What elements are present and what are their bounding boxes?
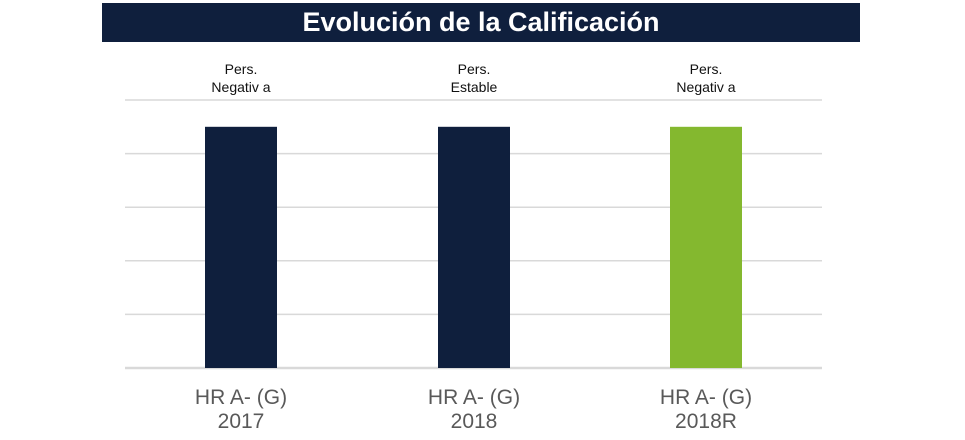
outlook-line2: Negativ a (211, 79, 271, 95)
rating-label: HR A- (G) (427, 386, 521, 409)
category-label: HR A- (G) 2018R (626, 386, 786, 434)
chart-title: Evolución de la Calificación (102, 3, 860, 42)
outlook-line2: Estable (450, 79, 498, 95)
year-label: 2018 (450, 410, 498, 433)
category-label: HR A- (G) 2018 (394, 386, 554, 434)
year-label: 2017 (217, 410, 265, 433)
outlook-line1: Pers. (689, 61, 723, 77)
outlook-label: Pers. Negativ a (171, 60, 311, 96)
year-label: 2018R (675, 410, 737, 433)
category-label: HR A- (G) 2017 (161, 386, 321, 434)
outlook-label: Pers. Negativ a (636, 60, 776, 96)
rating-label: HR A- (G) (194, 386, 288, 409)
outlook-line1: Pers. (457, 61, 491, 77)
rating-label: HR A- (G) (659, 386, 753, 409)
bar-2017 (205, 126, 277, 368)
bar-2018 (438, 126, 510, 368)
outlook-line1: Pers. (224, 61, 258, 77)
bar-2018R (670, 126, 742, 368)
outlook-line2: Negativ a (676, 79, 736, 95)
outlook-label: Pers. Estable (404, 60, 544, 96)
